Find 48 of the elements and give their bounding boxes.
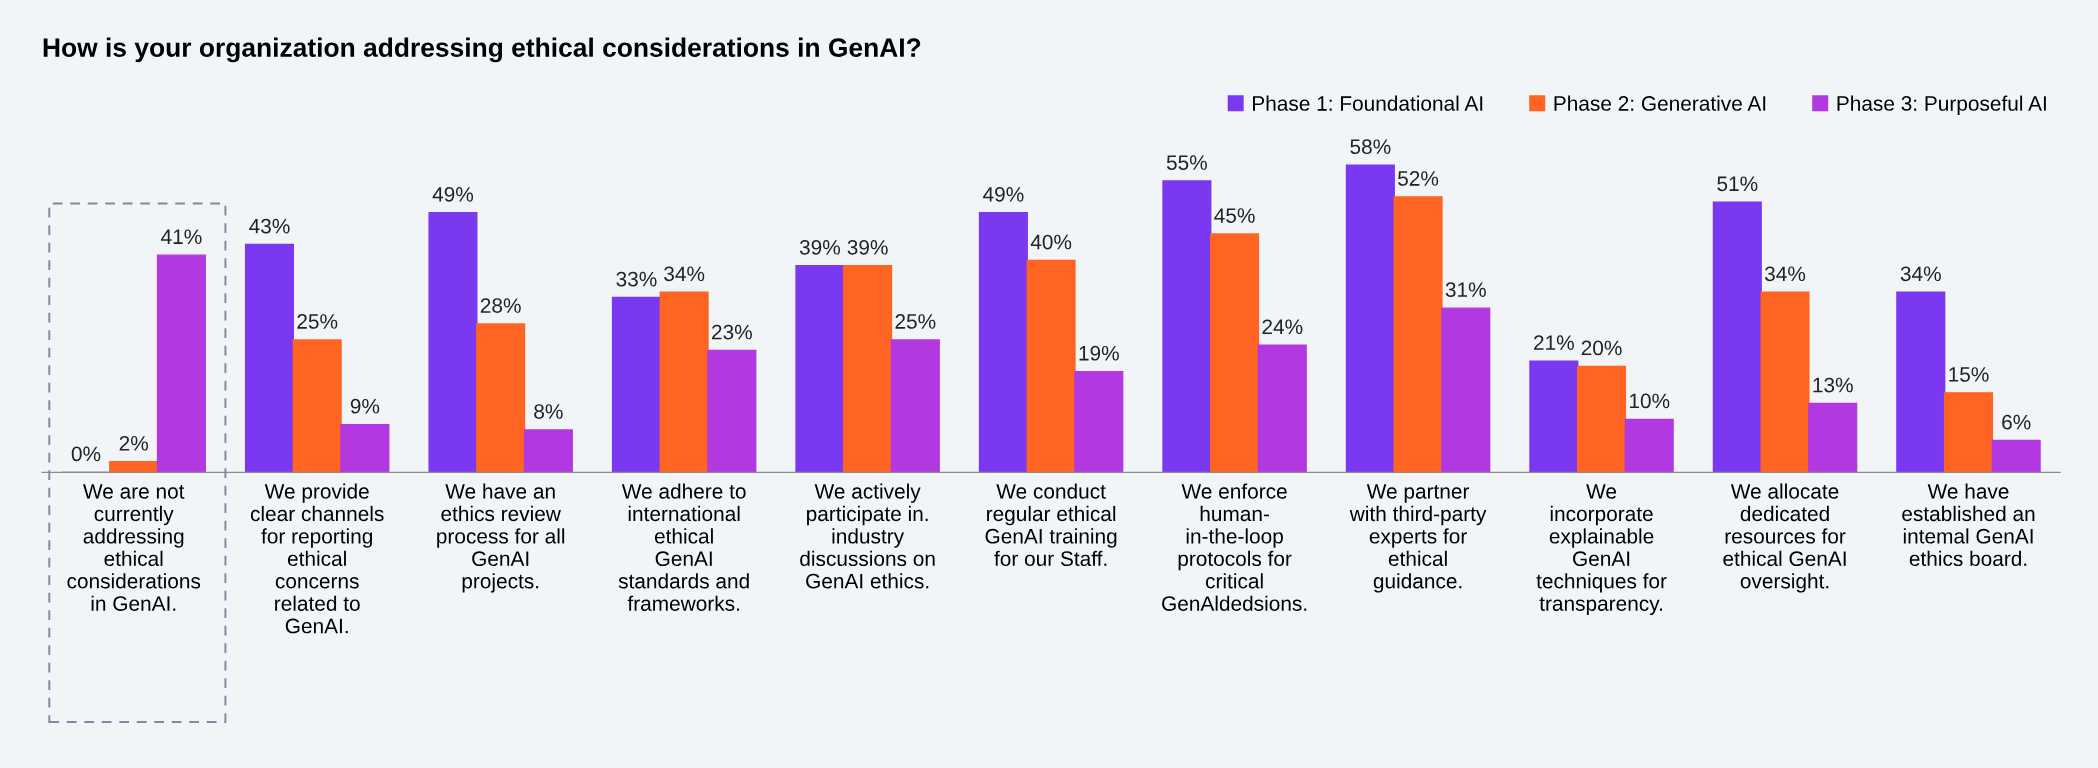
x-tick-label: We incorporate explainable GenAI techniques for transparency.: [1536, 484, 1667, 616]
x-tick-label: We actively participate in. industry discussions on GenAI ethics.: [800, 483, 935, 589]
data-label: 49%: [983, 186, 1024, 202]
data-label: 31%: [1445, 282, 1486, 298]
data-label: 55%: [1166, 155, 1207, 170]
data-label: 34%: [1900, 266, 1941, 282]
data-label: 34%: [1764, 266, 1806, 282]
data-label: 52%: [1398, 171, 1439, 186]
data-label: 51%: [1717, 176, 1758, 192]
x-tick-label: We enforce human- in-the-loop protocols for critical GenAldedsions.: [1162, 483, 1307, 611]
data-label: 34%: [664, 266, 705, 282]
data-label: 49%: [432, 186, 474, 202]
data-label: 2%: [119, 435, 149, 451]
legend-label: Phase 2: Generative AI: [1554, 95, 1766, 111]
chart-title: How is your organization addressing ethical considerations in GenAI?: [43, 37, 921, 63]
data-label: 25%: [297, 314, 338, 329]
data-label: 15%: [1949, 367, 1989, 382]
data-label: 33%: [616, 271, 657, 287]
data-label: 9%: [350, 398, 380, 414]
data-label: 24%: [1262, 319, 1303, 335]
x-tick-label: We conduct regular ethical GenAI training for our Staff.: [985, 483, 1117, 567]
data-label: 10%: [1629, 393, 1670, 409]
data-label: 8%: [534, 404, 563, 419]
data-label: 20%: [1581, 340, 1622, 356]
data-label: 40%: [1030, 234, 1072, 250]
x-tick-label: We are not currently addressing ethical considerations in GenAI.: [67, 484, 201, 611]
x-tick-label: We adhere to international ethical GenAI standards and frameworks.: [618, 483, 749, 611]
data-label: 39%: [847, 239, 888, 255]
data-label: 58%: [1350, 139, 1391, 155]
data-label: 45%: [1214, 208, 1255, 223]
data-label: 19%: [1079, 345, 1119, 361]
legend-label: Phase 3: Purposeful AI: [1837, 95, 2046, 115]
data-label: 0%: [71, 446, 101, 462]
x-tick-label: We have established an intemal GenAI ethics board.: [1902, 483, 2035, 567]
data-label: 25%: [895, 314, 936, 329]
data-label: 41%: [161, 229, 202, 245]
data-label: 39%: [799, 239, 841, 255]
data-label: 6%: [2002, 414, 2031, 430]
legend-label: Phase 1: Foundational AI: [1253, 95, 1483, 111]
x-tick-label: We provide clear channels for reporting ethical concerns related to GenAI.: [250, 483, 384, 634]
data-label: 13%: [1813, 377, 1853, 393]
data-label: 43%: [249, 218, 290, 234]
x-tick-label: We allocate dedicated resources for ethical GenAI oversight.: [1723, 483, 1846, 593]
data-label: 23%: [712, 324, 752, 340]
x-tick-label: We partner with third-party experts for ethical guidance.: [1349, 484, 1487, 593]
data-label: 28%: [480, 298, 521, 313]
x-tick-label: We have an ethics review process for all GenAI projects.: [437, 483, 565, 593]
data-label: 21%: [1534, 335, 1574, 350]
